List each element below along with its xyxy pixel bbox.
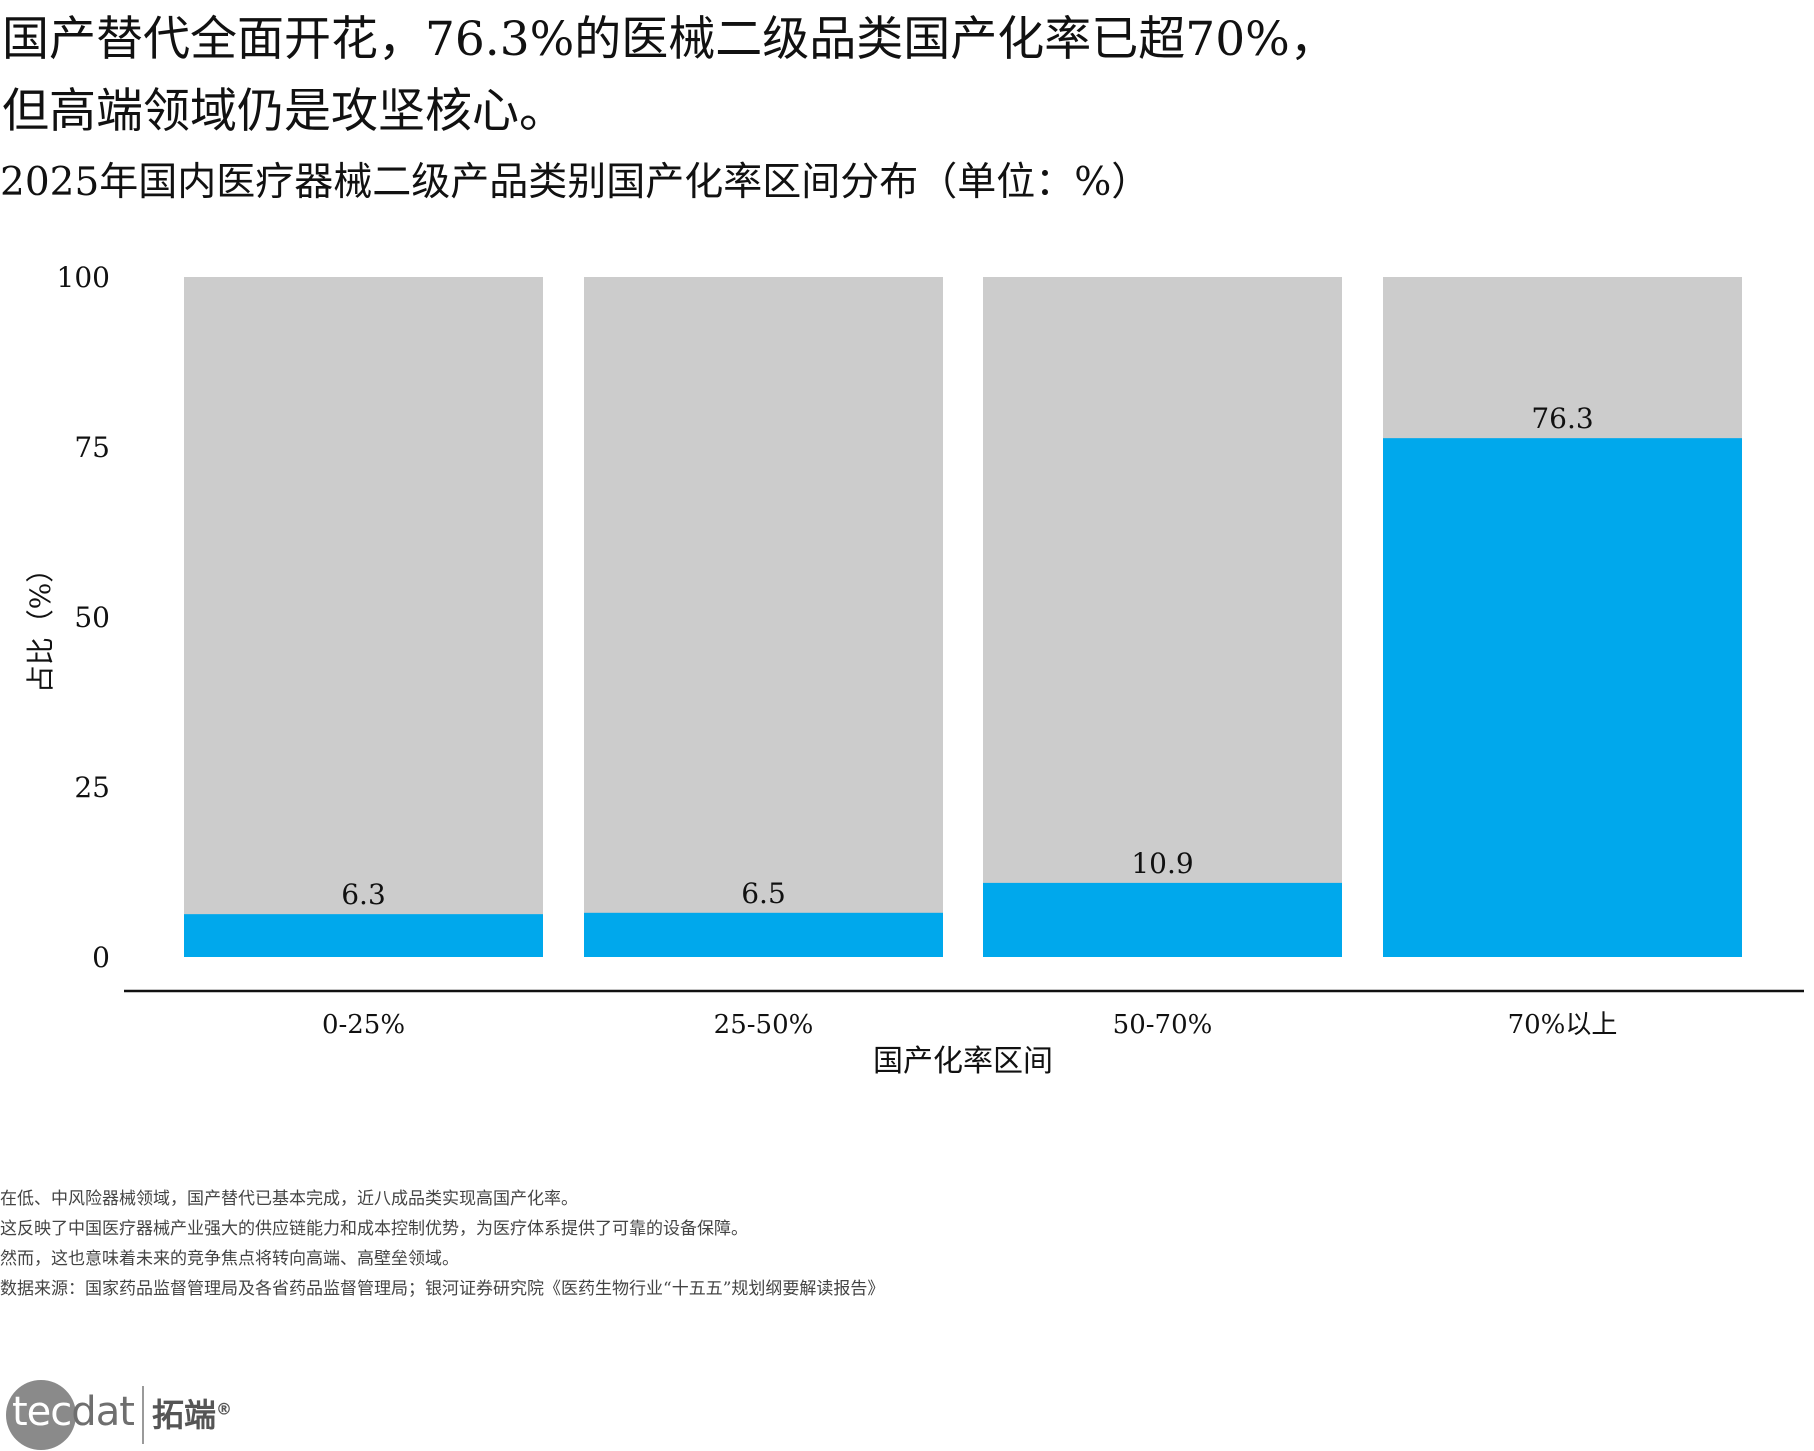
bar-chart: 6.3 0-25% 6.5 25-50% 10.9 50-70% 76.3 70%以上 0 25 5…	[24, 261, 1804, 1079]
y-tick-label-75: 75	[74, 431, 110, 464]
logo-circle-icon	[6, 1380, 76, 1450]
y-tick-label-100: 100	[57, 261, 110, 294]
bar-background-2	[584, 277, 943, 957]
data-label-4: 76.3	[1531, 402, 1593, 435]
y-tick-label-0: 0	[92, 941, 110, 974]
y-tick-label-25: 25	[74, 771, 110, 804]
chart-subtitle: 2025年国内医疗器械二级产品类别国产化率区间分布（单位：%）	[0, 160, 1151, 205]
x-tick-label-3: 50-70%	[1113, 1010, 1213, 1040]
x-tick-label-4: 70%以上	[1508, 1010, 1618, 1040]
note-line-3: 然而，这也意味着未来的竞争焦点将转向高端、高壁垒领域。	[0, 1249, 459, 1269]
headline-line-1: 国产替代全面开花，76.3%的医械二级品类国产化率已超70%，	[2, 12, 1337, 67]
bar-background-3	[983, 277, 1342, 957]
bar-value-1	[184, 914, 543, 957]
headline: 国产替代全面开花，76.3%的医械二级品类国产化率已超70%， 但高端领域仍是攻…	[2, 4, 1337, 148]
source-line: 数据来源：国家药品监督管理局及各省药品监督管理局；银河证券研究院《医药生物行业“…	[0, 1279, 885, 1299]
bar-value-3	[983, 882, 1342, 957]
brand-logo: tecdat 拓端®	[6, 1380, 232, 1450]
note-line-2: 这反映了中国医疗器械产业强大的供应链能力和成本控制优势，为医疗体系提供了可靠的设…	[0, 1219, 748, 1239]
bar-background-1	[184, 277, 543, 957]
logo-divider	[142, 1386, 144, 1444]
notes: 在低、中风险器械领域，国产替代已基本完成，近八成品类实现高国产化率。 这反映了中…	[0, 1184, 884, 1304]
y-tick-label-50: 50	[74, 601, 110, 634]
x-tick-label-1: 0-25%	[322, 1010, 405, 1040]
headline-line-2: 但高端领域仍是攻坚核心。	[2, 84, 566, 139]
data-label-3: 10.9	[1131, 847, 1193, 880]
x-tick-label-2: 25-50%	[714, 1010, 814, 1040]
bar-value-2	[584, 912, 943, 957]
x-axis-title: 国产化率区间	[873, 1044, 1053, 1079]
logo-name: 拓端®	[152, 1396, 233, 1434]
data-label-1: 6.3	[341, 878, 386, 911]
logo-wordmark: tecdat	[12, 1389, 135, 1435]
data-label-2: 6.5	[741, 877, 786, 910]
bar-value-4	[1383, 438, 1742, 957]
note-line-1: 在低、中风险器械领域，国产替代已基本完成，近八成品类实现高国产化率。	[0, 1189, 578, 1209]
y-axis-title: 占比（%）	[24, 555, 57, 694]
